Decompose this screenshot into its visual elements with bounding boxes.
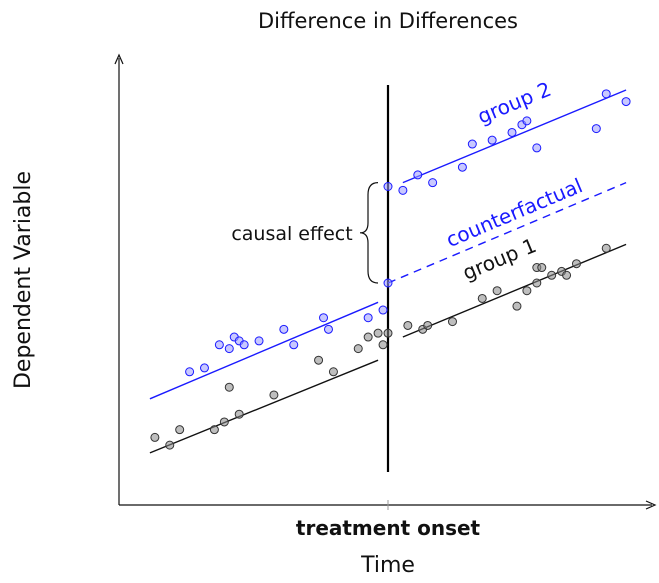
y-axis-label: Dependent Variable: [11, 171, 36, 389]
group1-point: [175, 425, 185, 435]
group1-point: [219, 417, 229, 427]
group1-point: [373, 328, 383, 338]
group1-point: [601, 243, 611, 253]
group1-point: [562, 270, 572, 280]
group1-point: [403, 320, 413, 330]
group2-point: [591, 124, 601, 134]
group2-point: [457, 162, 467, 172]
group1-point: [537, 263, 547, 273]
x-tick-treatment-onset: treatment onset: [296, 516, 481, 540]
group1-point: [353, 344, 363, 354]
group2-label: group 2: [474, 77, 554, 129]
group1-point: [571, 259, 581, 269]
group2-point: [214, 340, 224, 350]
group1-point: [522, 286, 532, 296]
group2-point: [467, 139, 477, 149]
group2-point: [239, 340, 249, 350]
group1-line-post: [402, 243, 627, 338]
group1-point: [512, 301, 522, 311]
group2-point: [487, 135, 497, 145]
group1-point: [224, 382, 234, 392]
group1-point: [363, 332, 373, 342]
group1-line-pre: [149, 359, 379, 454]
group2-point: [363, 313, 373, 323]
counterfactual-line: [387, 181, 627, 284]
group1-point: [547, 270, 557, 280]
group2-point: [279, 324, 289, 334]
group1-point: [150, 432, 160, 442]
group2-point: [383, 278, 393, 288]
group1-point: [423, 320, 433, 330]
group1-point: [492, 286, 502, 296]
group2-line-post: [402, 89, 627, 184]
group2-point: [185, 367, 195, 377]
group2-point: [319, 313, 329, 323]
y-axis-arrow: [114, 53, 124, 65]
group2-point: [413, 170, 423, 180]
group1-point: [234, 409, 244, 419]
x-axis-label: Time: [360, 553, 415, 578]
group1-point: [378, 340, 388, 350]
group2-point: [224, 344, 234, 354]
causal-effect-brace: [359, 182, 379, 284]
group1-point: [383, 328, 393, 338]
group2-point: [398, 185, 408, 195]
group2-point: [428, 178, 438, 188]
group2-point: [199, 363, 209, 373]
group2-point: [383, 182, 393, 191]
group1-point: [328, 367, 338, 377]
group2-point: [289, 340, 299, 350]
group1-point: [209, 425, 219, 435]
group1-point: [314, 355, 324, 365]
group2-point: [378, 305, 388, 315]
group1-point: [477, 293, 487, 303]
group1-point: [165, 440, 175, 450]
group2-point: [601, 89, 611, 99]
group2-point: [323, 324, 333, 334]
group1-point: [532, 278, 542, 288]
causal-effect-label: causal effect: [231, 223, 352, 245]
group1-point: [269, 390, 279, 400]
group2-point: [254, 336, 264, 346]
group2-point: [532, 143, 542, 153]
group2-point: [522, 116, 532, 126]
x-axis-arrow: [645, 500, 657, 510]
chart-title: Difference in Differences: [258, 9, 518, 33]
group1-point: [447, 317, 457, 327]
group2-point: [507, 127, 517, 137]
group2-line-pre: [149, 301, 379, 400]
group2-point: [621, 97, 631, 107]
